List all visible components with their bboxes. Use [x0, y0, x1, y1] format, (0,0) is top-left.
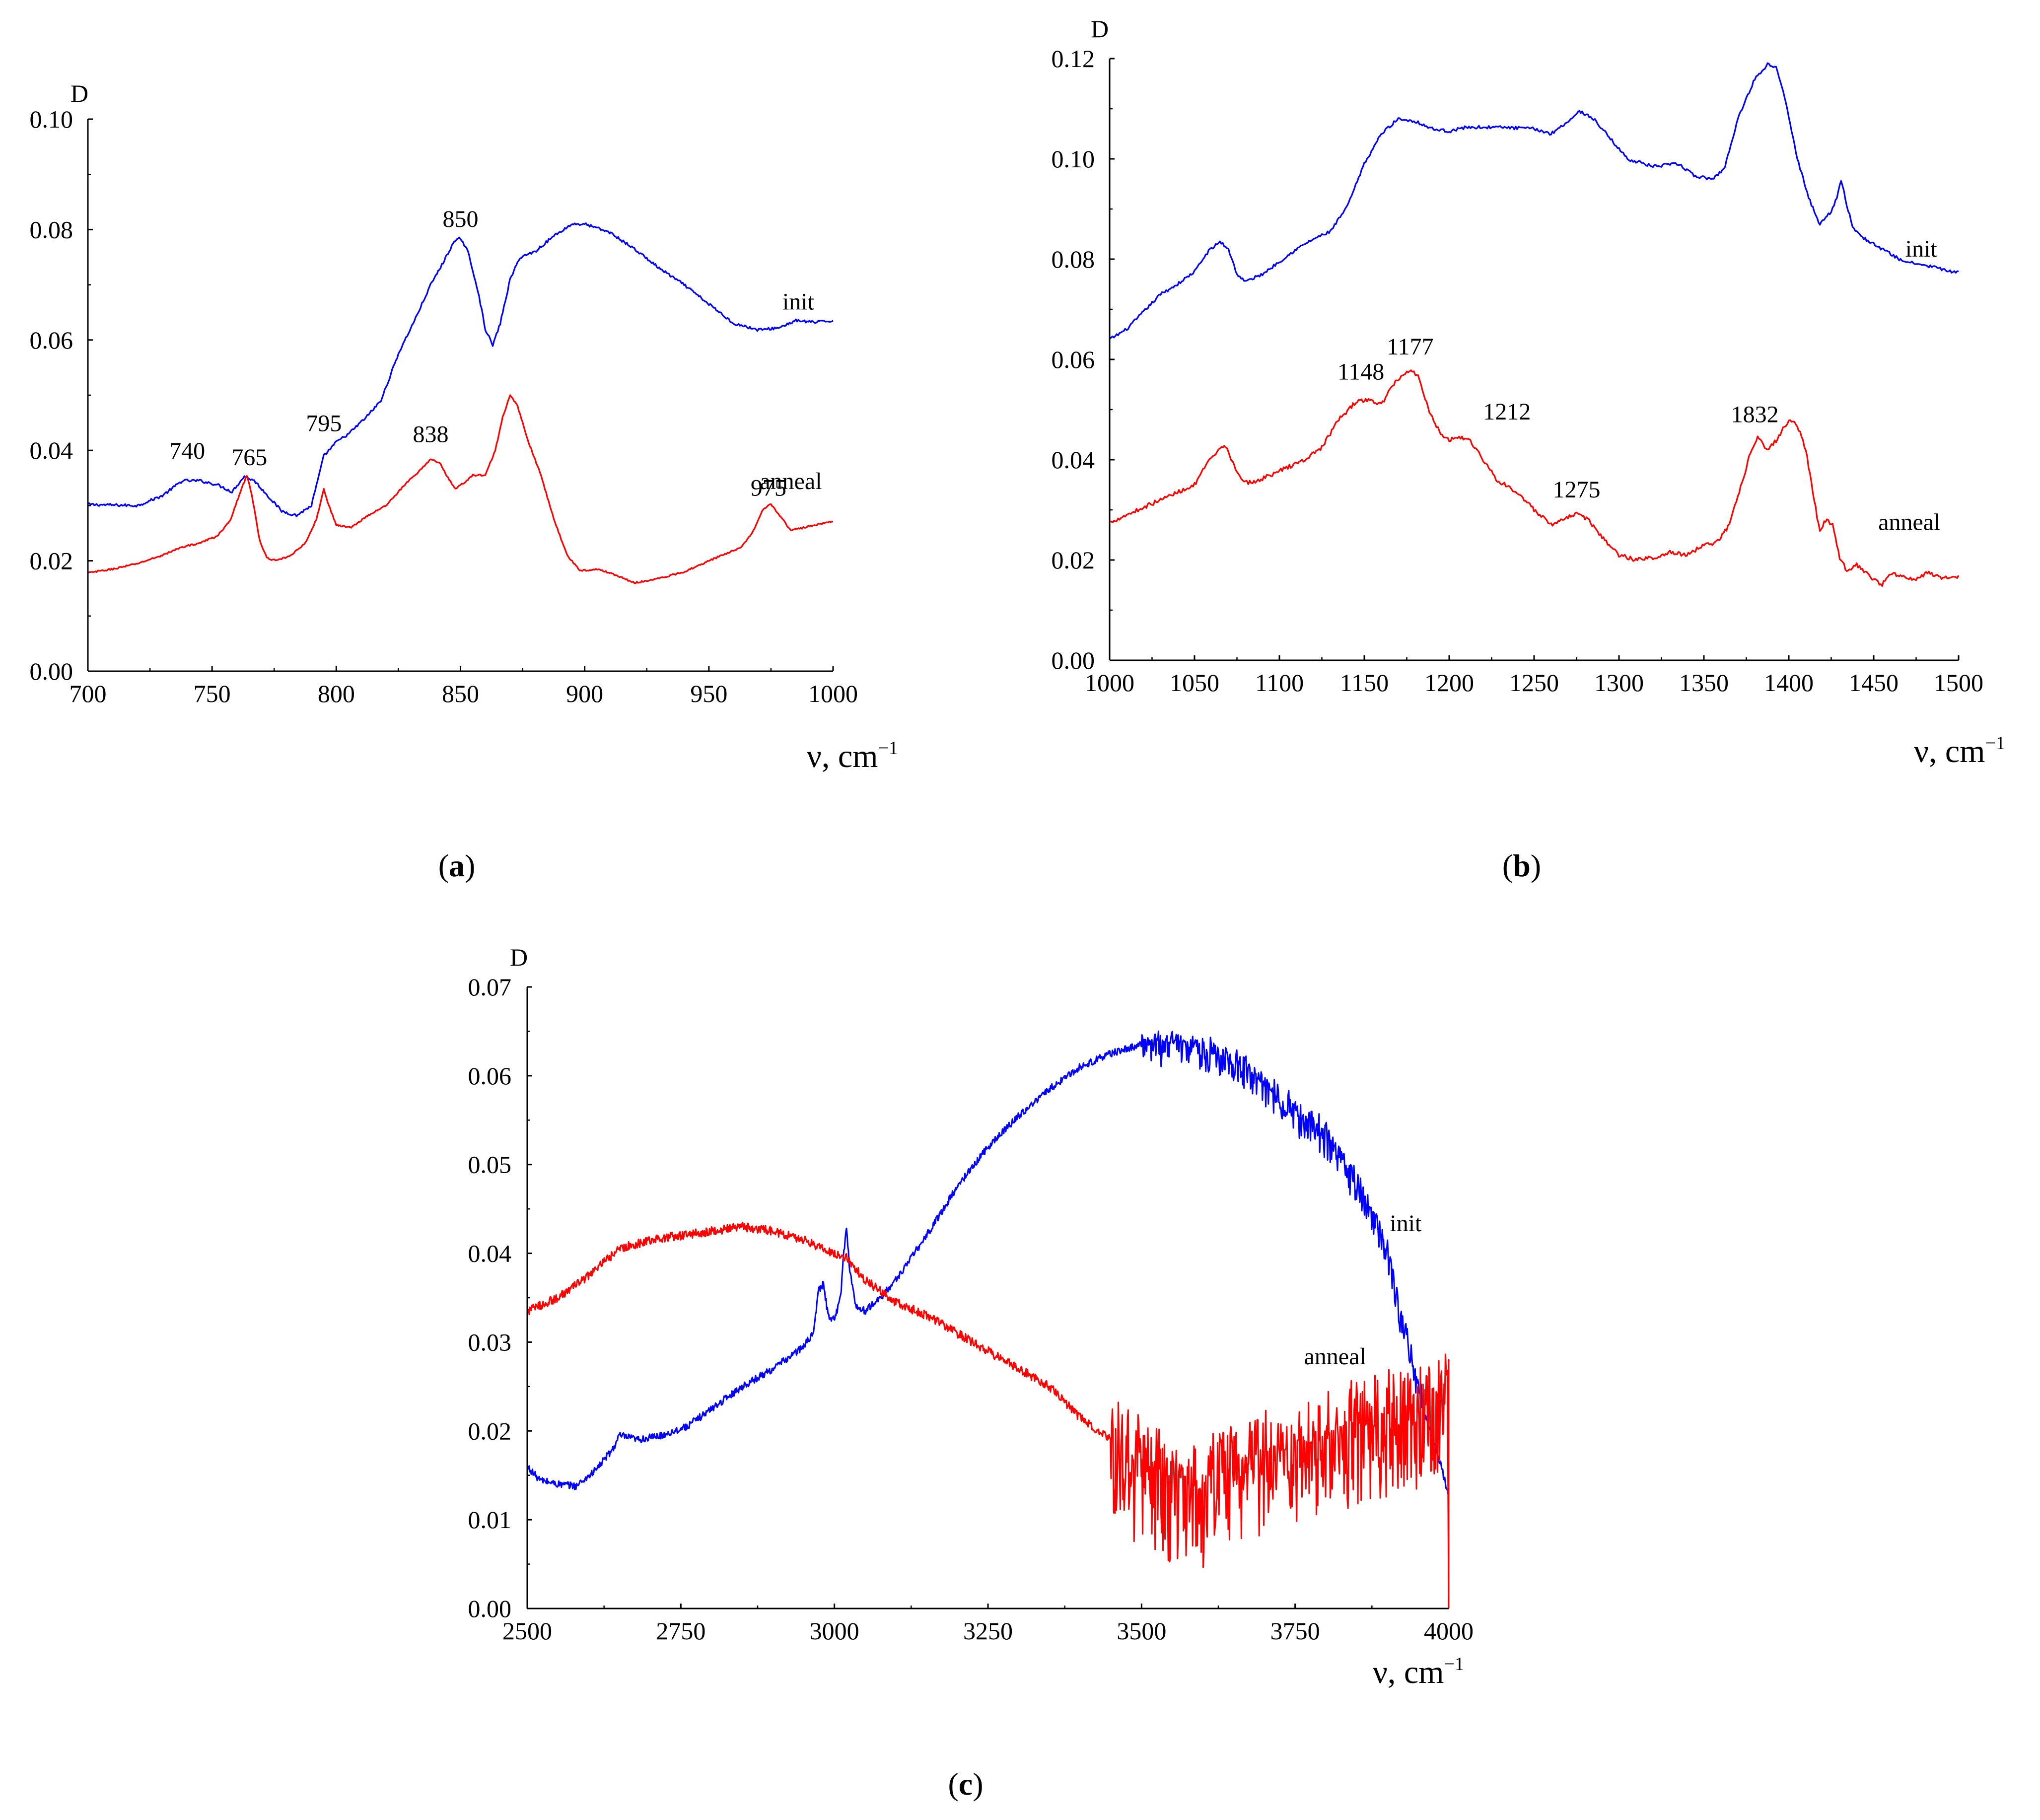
y-tick-label: 0.04: [30, 436, 73, 464]
x-tick-label: 1500: [1934, 669, 1983, 697]
peak-annotations: init anneal: [1304, 1210, 1422, 1370]
x-tick-label: 1300: [1594, 669, 1644, 697]
y-tick-label: 0.08: [30, 215, 73, 243]
y-tick-label: 0.10: [30, 105, 73, 133]
x-tick-label: 850: [442, 680, 479, 707]
y-tick-label: 0.06: [30, 326, 73, 354]
y-tick-label: 0.04: [468, 1240, 512, 1267]
x-axis-ticks: 1000 1050 1100 1150 1200 1250 1300 1350 1400 1450…: [1085, 655, 1983, 697]
x-tick-label: 800: [318, 680, 355, 707]
y-axis-title: D: [1091, 15, 1109, 43]
peak-label: 1275: [1553, 477, 1601, 503]
series-label-anneal: anneal: [1878, 509, 1940, 535]
x-tick-label: 3000: [810, 1617, 859, 1645]
y-tick-label: 0.02: [1052, 546, 1095, 574]
peak-label: 1212: [1483, 399, 1531, 425]
plot-area: [526, 1030, 1450, 1609]
y-tick-label: 0.12: [1052, 45, 1095, 72]
x-tick-label: 950: [690, 680, 727, 707]
y-tick-label: 0.00: [1052, 646, 1095, 674]
y-tick-label: 0.02: [468, 1417, 512, 1445]
x-axis-ticks: 2500 2750 3000 3250 3500 3750 4000: [502, 1604, 1474, 1645]
x-tick-label: 750: [194, 680, 231, 707]
series-label-anneal: anneal: [760, 468, 822, 494]
series-line-anneal: [87, 394, 834, 584]
peak-label: 838: [413, 421, 448, 448]
y-axis-ticks: 0.00 0.02 0.04 0.06 0.08 0.10 0.12: [1052, 45, 1115, 674]
y-tick-label: 0.10: [1052, 145, 1095, 173]
y-tick-label: 0.00: [468, 1595, 512, 1622]
axes: [526, 987, 1449, 1610]
y-tick-label: 0.05: [468, 1151, 512, 1179]
peak-label: 1148: [1337, 358, 1384, 385]
x-tick-label: 2500: [502, 1617, 552, 1645]
x-tick-label: 1400: [1764, 669, 1814, 697]
y-tick-label: 0.00: [30, 657, 73, 685]
y-tick-label: 0.08: [1052, 245, 1095, 273]
y-axis-title: D: [70, 79, 88, 107]
y-tick-label: 0.07: [468, 973, 512, 1001]
axes: [87, 119, 833, 672]
chart-panel-a: D 0.00 0.02 0.04 0.06 0.08 0.10 700 750 800 850 9…: [30, 79, 898, 883]
y-tick-label: 0.04: [1052, 446, 1095, 474]
x-tick-label: 700: [70, 680, 107, 707]
panel-caption-c: (c): [948, 1766, 983, 1802]
peak-label: 850: [443, 206, 479, 232]
y-tick-label: 0.01: [468, 1506, 512, 1534]
plot-area: [87, 222, 834, 584]
x-tick-label: 1000: [1085, 669, 1134, 697]
peak-label: 765: [231, 444, 267, 471]
peak-label: 1177: [1387, 334, 1433, 360]
x-axis-title: ν, cm−1: [807, 738, 898, 774]
plot-area: [1109, 62, 1960, 587]
x-tick-label: 1000: [808, 680, 858, 707]
series-label-anneal: anneal: [1304, 1343, 1366, 1370]
axes: [1109, 59, 1959, 661]
x-tick-label: 1100: [1255, 669, 1304, 697]
y-tick-label: 0.03: [468, 1328, 512, 1356]
x-axis-ticks: 700 750 800 850 900 950 1000: [70, 666, 858, 707]
series-line-init: [526, 1030, 1450, 1499]
x-tick-label: 3250: [963, 1617, 1013, 1645]
series-line-init: [1109, 62, 1959, 340]
x-tick-label: 2750: [656, 1617, 705, 1645]
x-tick-label: 1250: [1509, 669, 1559, 697]
y-tick-label: 0.06: [468, 1062, 512, 1090]
y-axis-ticks: 0.00 0.02 0.04 0.06 0.08 0.10: [30, 105, 93, 685]
x-tick-label: 1150: [1340, 669, 1389, 697]
panel-caption-a: (a): [438, 848, 476, 883]
y-axis-title: D: [510, 943, 528, 971]
x-axis-title: ν, cm−1: [1373, 1654, 1464, 1690]
chart-panel-b: D 0.000.020.040.060.080.100.12 1000 1050 1…: [1052, 15, 2005, 883]
peak-label: 1832: [1731, 401, 1779, 427]
x-tick-label: 900: [566, 680, 603, 707]
x-tick-label: 1050: [1170, 669, 1219, 697]
x-tick-label: 1350: [1679, 669, 1729, 697]
series-line-anneal: [526, 1222, 1450, 1609]
x-tick-label: 3750: [1270, 1617, 1320, 1645]
y-tick-label: 0.06: [1052, 346, 1095, 373]
peak-label: 795: [306, 410, 342, 436]
x-tick-label: 3500: [1117, 1617, 1166, 1645]
y-axis-ticks: 0.00 0.01 0.02 0.03 0.04 0.05 0.06 0.07: [468, 973, 532, 1622]
peak-annotations: 740 765 795 838 850 975 init anneal: [169, 206, 822, 501]
x-axis-title: ν, cm−1: [1914, 733, 2005, 770]
series-line-init: [87, 222, 834, 517]
series-label-init: init: [1390, 1210, 1422, 1237]
series-line-anneal: [1109, 369, 1960, 587]
x-tick-label: 1450: [1849, 669, 1899, 697]
series-label-init: init: [1905, 236, 1938, 262]
peak-label: 975: [751, 475, 786, 501]
x-tick-label: 1200: [1424, 669, 1474, 697]
series-label-init: init: [782, 289, 815, 315]
chart-panel-c: D 0.000.010.020.030.040.050.060.07 2500 2…: [468, 943, 1474, 1802]
panel-caption-b: (b): [1502, 848, 1541, 883]
peak-label: 740: [169, 438, 205, 464]
x-tick-label: 4000: [1424, 1617, 1474, 1645]
y-tick-label: 0.02: [30, 547, 73, 575]
